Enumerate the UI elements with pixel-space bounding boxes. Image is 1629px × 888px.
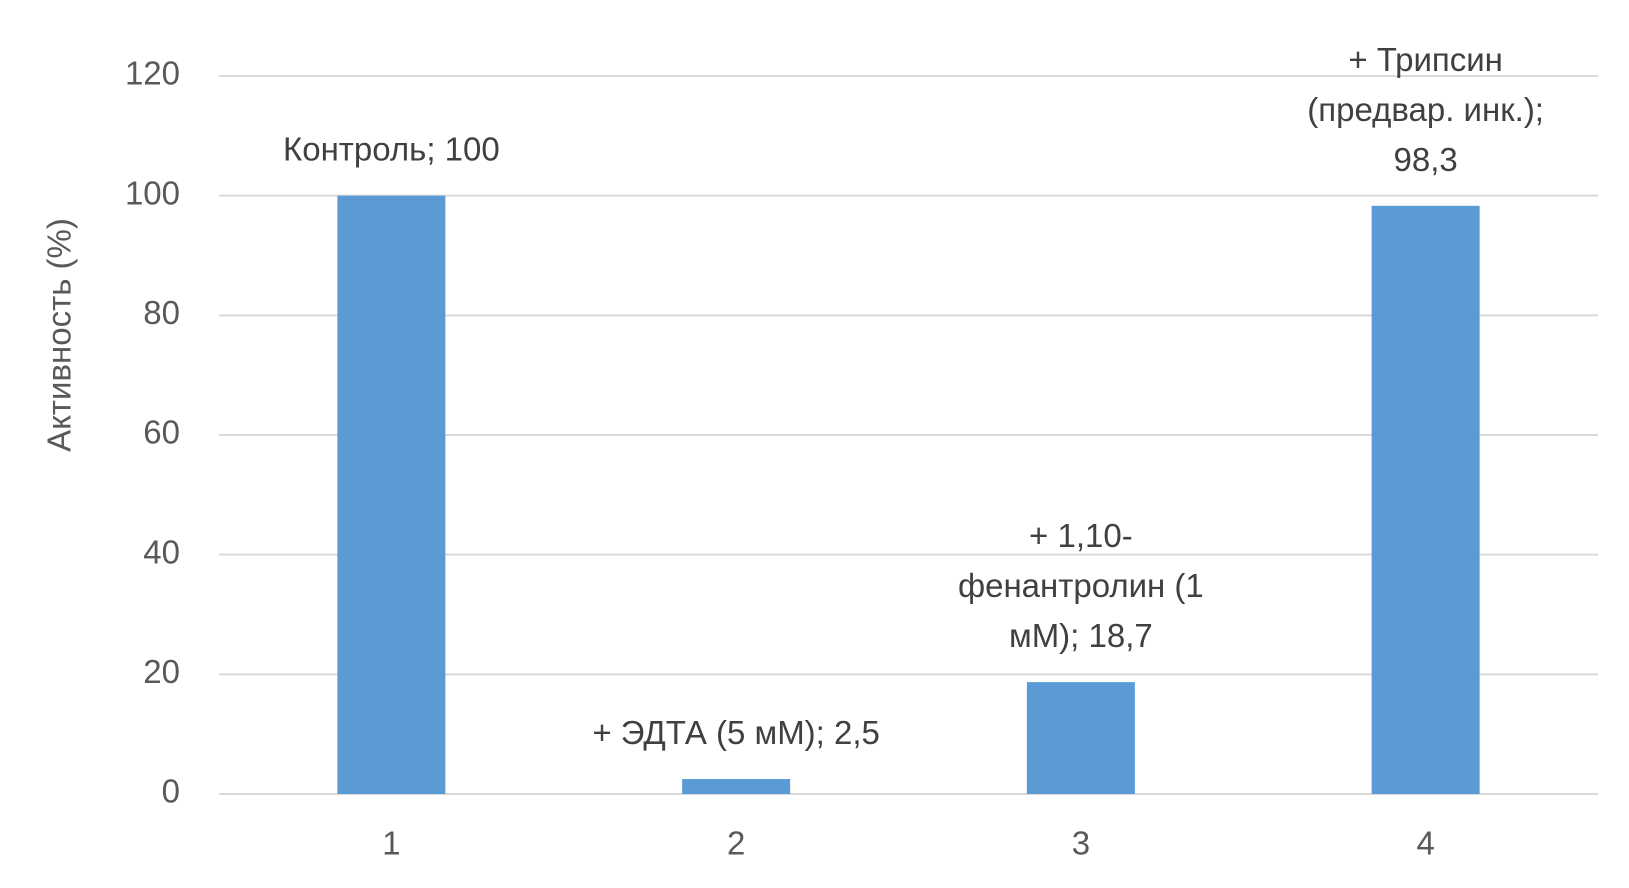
data-label: + Трипсин (предвар. инк.); 98,3: [1307, 41, 1544, 178]
data-label: Контроль; 100: [283, 130, 500, 167]
data-label: + ЭДТА (5 мМ); 2,5: [592, 714, 880, 751]
x-tick-label: 2: [727, 825, 745, 862]
y-tick-label: 100: [125, 174, 180, 211]
bar: [337, 195, 446, 794]
x-tick-label: 1: [382, 825, 400, 862]
bar: [1026, 682, 1135, 794]
x-tick-label: 3: [1072, 825, 1090, 862]
y-tick-label: 80: [143, 294, 180, 331]
y-axis-label: Активность (%): [41, 218, 78, 452]
data-label: + 1,10-фенантролин (1 мМ); 18,7: [958, 517, 1204, 654]
bar: [682, 779, 791, 794]
bar: [1371, 205, 1480, 795]
y-tick-label: 120: [125, 55, 180, 92]
y-tick-label: 0: [162, 773, 180, 810]
y-tick-label: 20: [143, 653, 180, 690]
y-tick-label: 60: [143, 414, 180, 451]
y-tick-label: 40: [143, 533, 180, 570]
x-tick-label: 4: [1416, 825, 1434, 862]
